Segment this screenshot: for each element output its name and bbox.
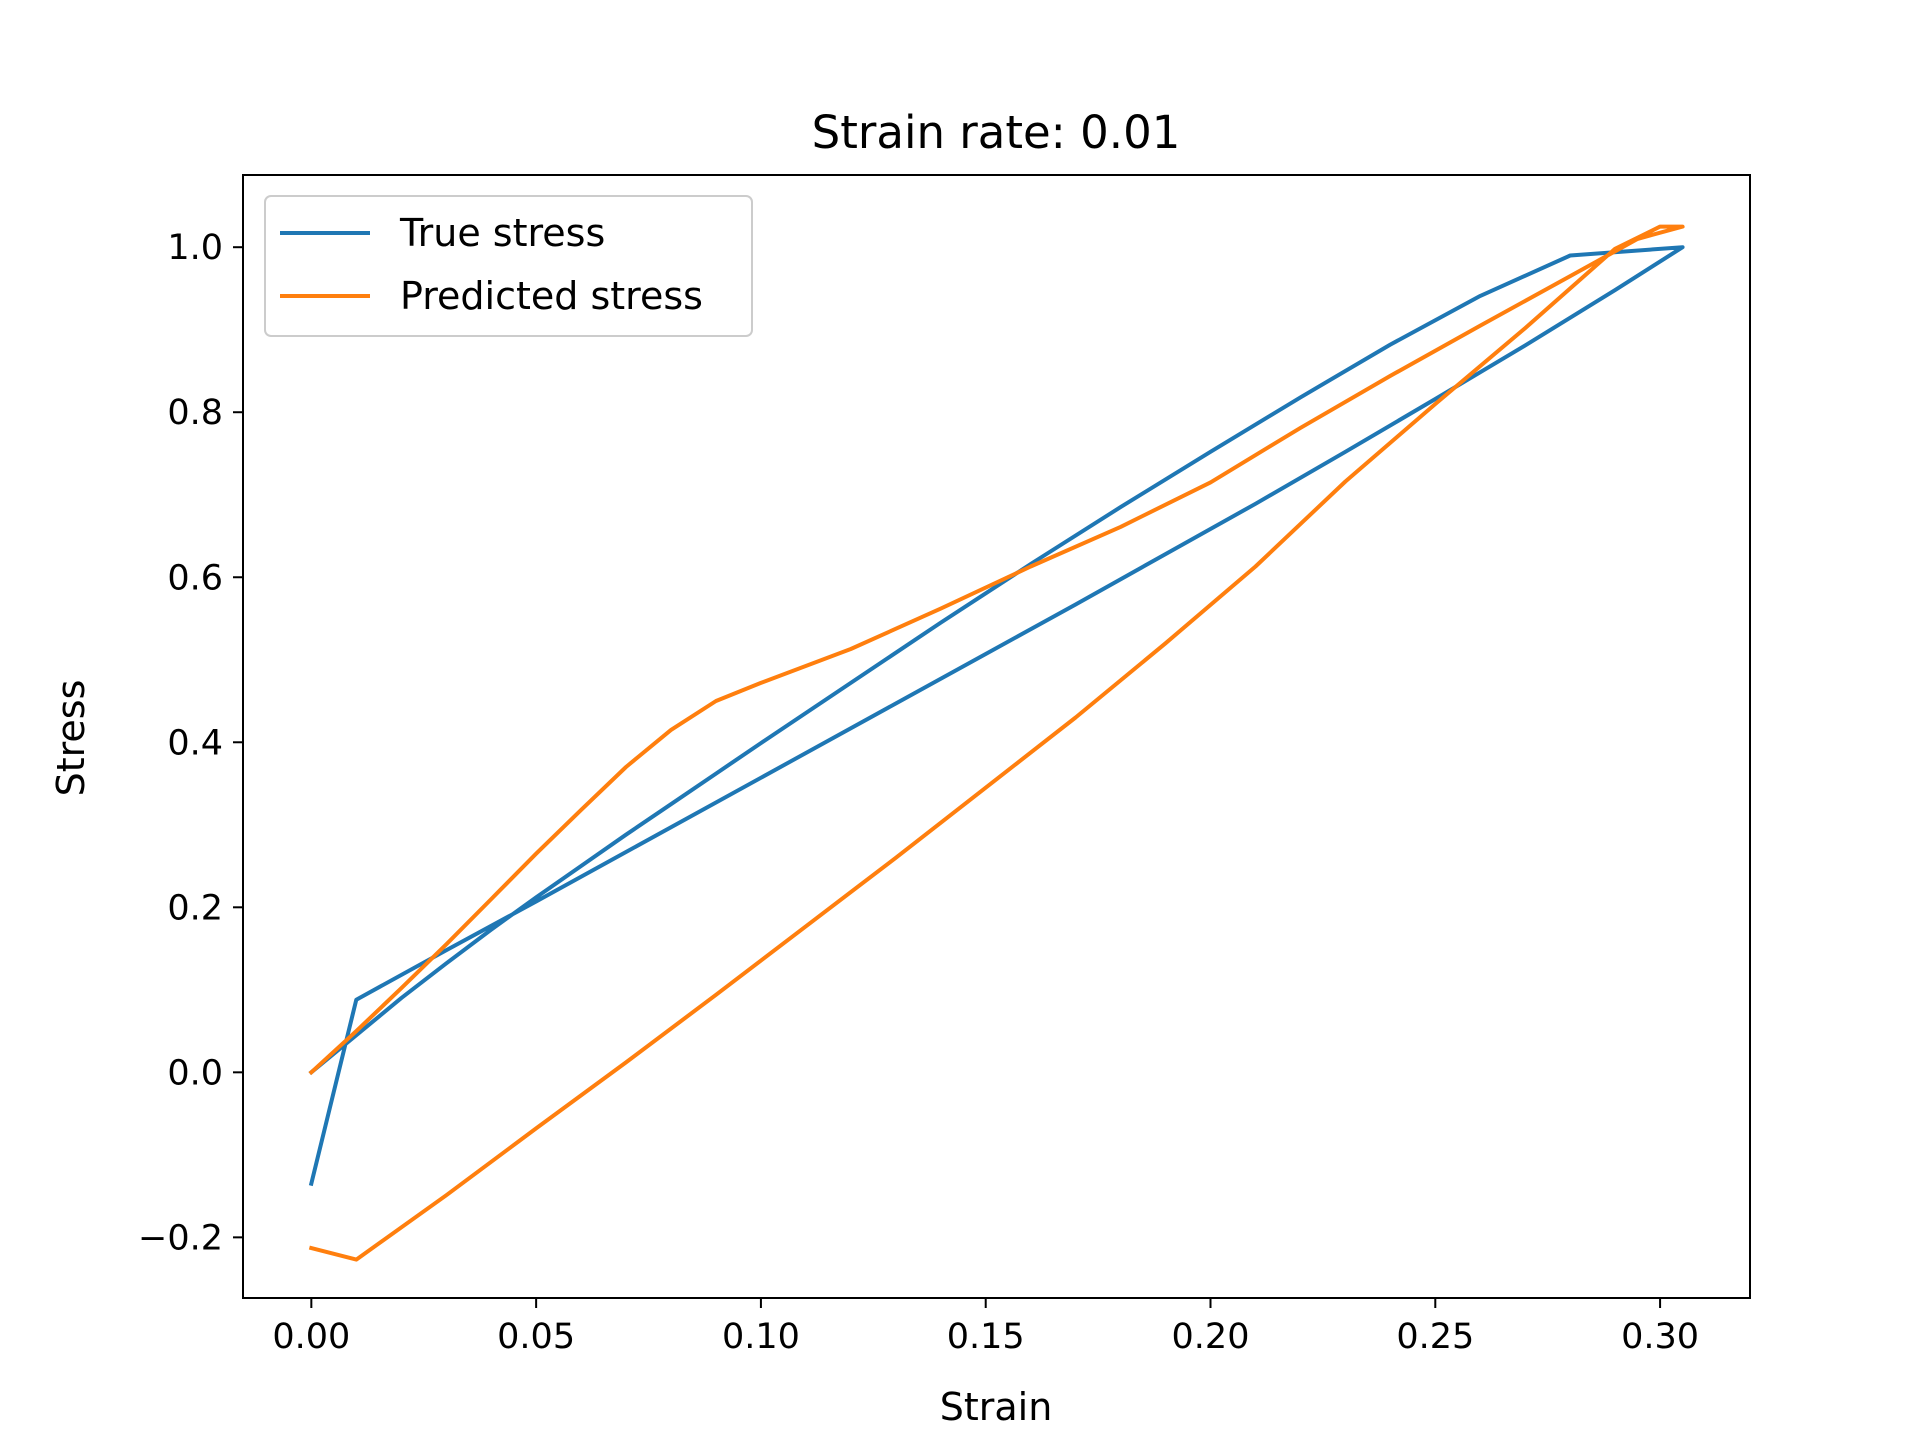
y-tick-label: 0.8 xyxy=(167,393,223,433)
ticks-layer: 0.00 0.05 0.10 0.15 0.20 0.25 0.30 −0.2 0.0 0.2 0.… xyxy=(138,228,1699,1357)
x-tick-label: 0.05 xyxy=(497,1317,575,1357)
plot-area xyxy=(243,175,1750,1298)
plot-background xyxy=(243,175,1750,1298)
y-tick-label: 0.6 xyxy=(167,558,223,598)
x-tick-label: 0.20 xyxy=(1172,1317,1250,1357)
y-tick-label: 0.2 xyxy=(167,888,223,928)
x-tick-label: 0.10 xyxy=(722,1317,800,1357)
x-tick-label: 0.30 xyxy=(1621,1317,1699,1357)
series-layer xyxy=(308,224,1685,1262)
x-tick-label: 0.25 xyxy=(1396,1317,1474,1357)
series-line-1 xyxy=(308,245,1685,1187)
x-tick-label: 0.00 xyxy=(272,1317,350,1357)
series-line-2 xyxy=(308,224,1685,1262)
axes-frame xyxy=(242,174,1751,1299)
legend: True stress Predicted stress xyxy=(264,195,753,337)
chart-title: Strain rate: 0.01 xyxy=(812,106,1181,159)
x-axis-label: Strain xyxy=(940,1385,1053,1429)
y-tick-label: 0.4 xyxy=(167,723,223,763)
y-axis-label: Stress xyxy=(49,680,93,797)
legend-box xyxy=(264,195,753,337)
legend-label: Predicted stress xyxy=(400,274,703,318)
legend-label: True stress xyxy=(399,211,605,255)
y-tick-label: 0.0 xyxy=(167,1053,223,1093)
x-tick-label: 0.15 xyxy=(947,1317,1025,1357)
y-tick-label: 1.0 xyxy=(167,228,223,268)
y-tick-label: −0.2 xyxy=(138,1218,223,1258)
